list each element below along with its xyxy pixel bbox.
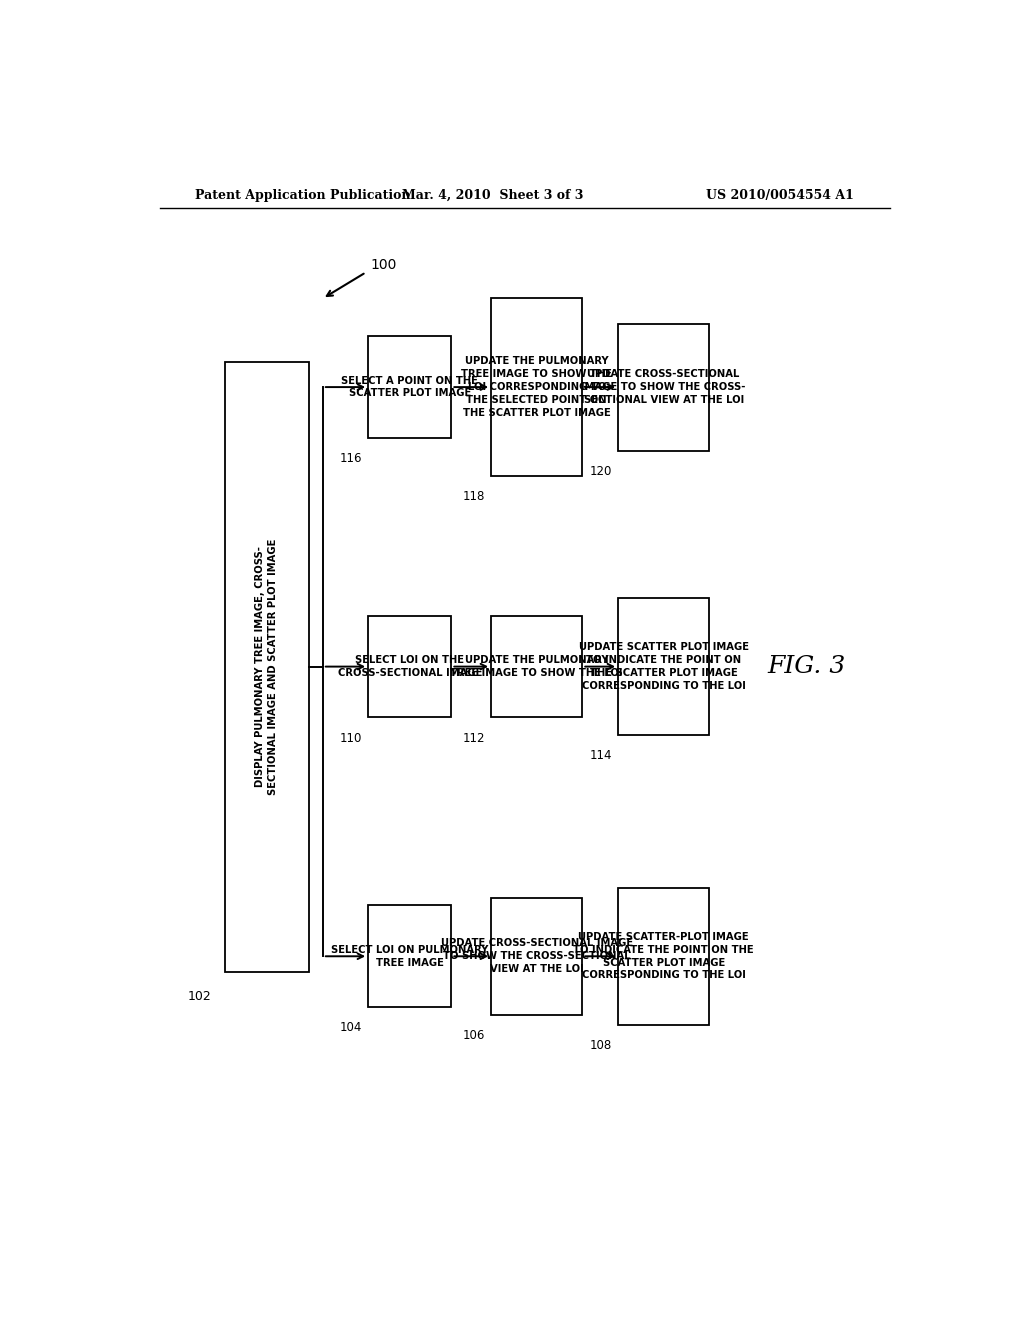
Text: UPDATE THE PULMONARY
TREE IMAGE TO SHOW THE
LOI CORRESPONDING TO
THE SELECTED PO: UPDATE THE PULMONARY TREE IMAGE TO SHOW … <box>461 356 612 417</box>
Text: 118: 118 <box>463 490 484 503</box>
Text: UPDATE SCATTER PLOT IMAGE
TO INDICATE THE POINT ON
THE SCATTER PLOT IMAGE
CORRES: UPDATE SCATTER PLOT IMAGE TO INDICATE TH… <box>579 643 749 690</box>
Text: 102: 102 <box>187 990 211 1003</box>
Text: 104: 104 <box>339 1022 361 1035</box>
Text: UPDATE SCATTER-PLOT IMAGE
TO INDICATE THE POINT ON THE
SCATTER PLOT IMAGE
CORRES: UPDATE SCATTER-PLOT IMAGE TO INDICATE TH… <box>573 932 754 981</box>
Text: SELECT LOI ON PULMONARY
TREE IMAGE: SELECT LOI ON PULMONARY TREE IMAGE <box>331 945 488 968</box>
Bar <box>492 898 583 1015</box>
Text: 116: 116 <box>339 453 361 465</box>
Bar <box>225 362 308 972</box>
Text: UPDATE THE PULMONARY
TREE IMAGE TO SHOW THE LOI: UPDATE THE PULMONARY TREE IMAGE TO SHOW … <box>451 655 623 678</box>
Text: 114: 114 <box>589 750 611 763</box>
Text: UPDATE CROSS-SECTIONAL
IMAGE TO SHOW THE CROSS-
SECTIONAL VIEW AT THE LOI: UPDATE CROSS-SECTIONAL IMAGE TO SHOW THE… <box>582 370 745 405</box>
Text: 100: 100 <box>370 259 396 272</box>
Text: DISPLAY PULMONARY TREE IMAGE, CROSS-
SECTIONAL IMAGE AND SCATTER PLOT IMAGE: DISPLAY PULMONARY TREE IMAGE, CROSS- SEC… <box>255 539 279 795</box>
Bar <box>368 906 452 1007</box>
Text: FIG. 3: FIG. 3 <box>767 655 846 678</box>
Text: US 2010/0054554 A1: US 2010/0054554 A1 <box>707 189 854 202</box>
Bar <box>492 298 583 477</box>
Text: 106: 106 <box>463 1030 484 1041</box>
Bar <box>368 337 452 438</box>
Text: 112: 112 <box>462 731 484 744</box>
Text: SELECT LOI ON THE
CROSS-SECTIONAL IMAGE: SELECT LOI ON THE CROSS-SECTIONAL IMAGE <box>338 655 482 678</box>
Text: 108: 108 <box>590 1039 611 1052</box>
Text: Mar. 4, 2010  Sheet 3 of 3: Mar. 4, 2010 Sheet 3 of 3 <box>402 189 584 202</box>
Bar <box>618 323 710 450</box>
Text: Patent Application Publication: Patent Application Publication <box>196 189 411 202</box>
Text: 120: 120 <box>590 465 611 478</box>
Text: 110: 110 <box>339 731 361 744</box>
Text: UPDATE CROSS-SECTIONAL IMAGE
TO SHOW THE CROSS-SECTIONAL
VIEW AT THE LOI: UPDATE CROSS-SECTIONAL IMAGE TO SHOW THE… <box>440 939 633 974</box>
Bar <box>368 615 452 718</box>
Bar <box>492 615 583 718</box>
Bar <box>618 598 710 735</box>
Text: SELECT A POINT ON THE
SCATTER PLOT IMAGE: SELECT A POINT ON THE SCATTER PLOT IMAGE <box>341 376 478 399</box>
Bar <box>618 887 710 1024</box>
